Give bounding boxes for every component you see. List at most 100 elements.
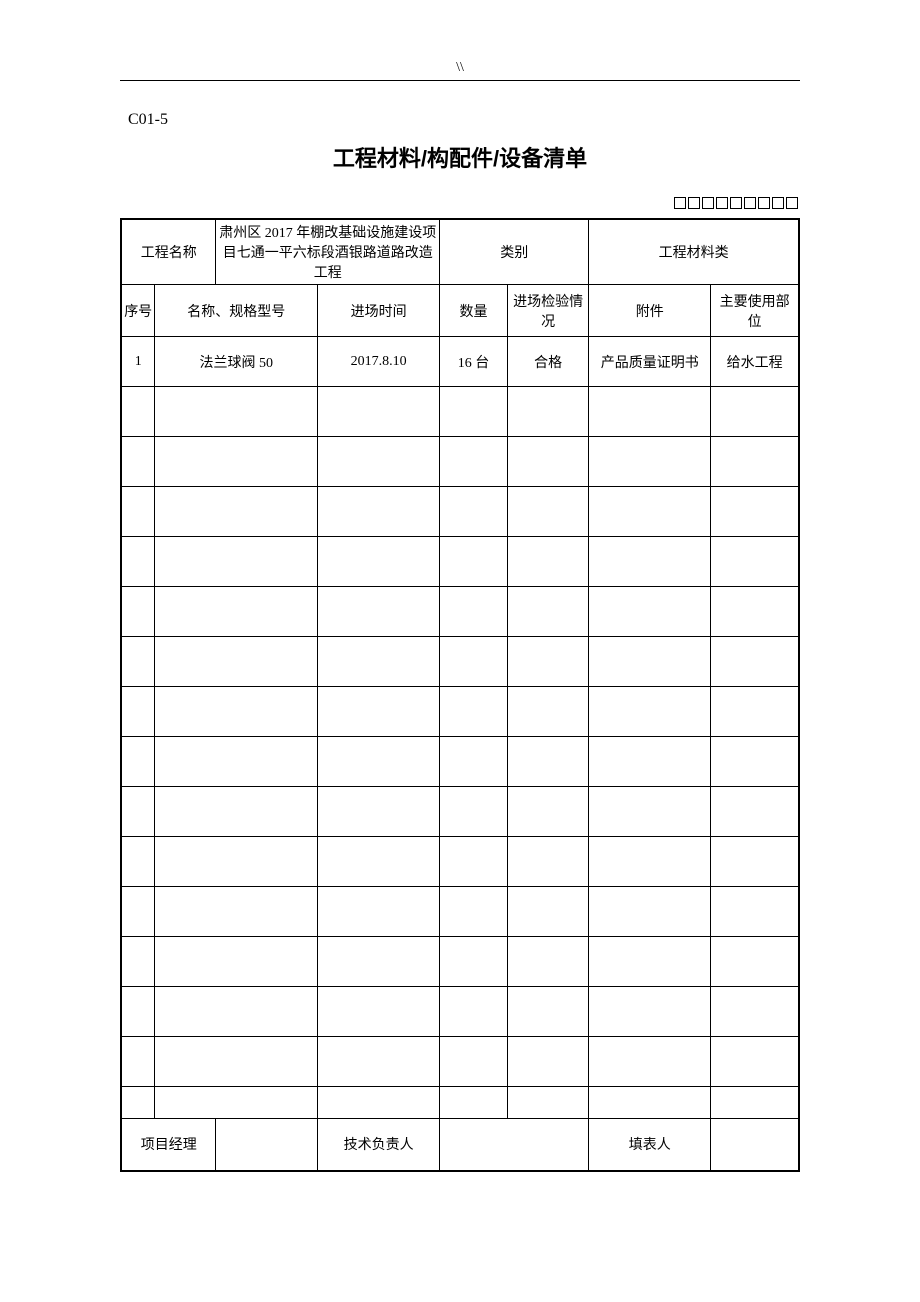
cell-empty xyxy=(318,937,440,987)
cell-empty xyxy=(711,937,799,987)
cell-empty xyxy=(121,587,155,637)
cell-empty xyxy=(318,437,440,487)
cell-empty xyxy=(440,587,508,637)
table-row-empty xyxy=(121,587,799,637)
cell-empty xyxy=(507,687,588,737)
cell-attachment: 产品质量证明书 xyxy=(589,337,711,387)
cell-empty xyxy=(589,437,711,487)
checkbox-icon xyxy=(702,197,714,209)
cell-empty xyxy=(507,1087,588,1119)
cell-empty xyxy=(318,587,440,637)
footer-row: 项目经理 技术负责人 填表人 xyxy=(121,1119,799,1171)
cell-empty xyxy=(589,387,711,437)
cell-empty xyxy=(121,387,155,437)
cell-empty xyxy=(589,837,711,887)
cell-empty xyxy=(711,987,799,1037)
cell-empty xyxy=(121,737,155,787)
cell-empty xyxy=(589,1087,711,1119)
document-code: C01-5 xyxy=(128,111,800,129)
cell-empty xyxy=(440,787,508,837)
table-row-empty xyxy=(121,837,799,887)
cell-empty xyxy=(121,937,155,987)
pm-value xyxy=(216,1119,318,1171)
cell-empty xyxy=(589,587,711,637)
project-name-label: 工程名称 xyxy=(121,219,216,285)
cell-empty xyxy=(589,887,711,937)
cell-empty xyxy=(711,737,799,787)
cell-empty xyxy=(507,637,588,687)
cell-empty xyxy=(507,987,588,1037)
cell-empty xyxy=(507,587,588,637)
cell-entry-time: 2017.8.10 xyxy=(318,337,440,387)
col-entry-time: 进场时间 xyxy=(318,285,440,337)
cell-empty xyxy=(440,487,508,537)
cell-empty xyxy=(711,837,799,887)
cell-empty xyxy=(318,787,440,837)
col-inspection: 进场检验情况 xyxy=(507,285,588,337)
cell-empty xyxy=(507,887,588,937)
table-row-empty xyxy=(121,687,799,737)
cell-empty xyxy=(318,487,440,537)
cell-empty xyxy=(507,487,588,537)
cell-empty xyxy=(507,537,588,587)
cell-empty xyxy=(440,937,508,987)
cell-quantity: 16 台 xyxy=(440,337,508,387)
col-usage: 主要使用部位 xyxy=(711,285,799,337)
table-row-empty xyxy=(121,387,799,437)
cell-empty xyxy=(155,537,318,587)
tech-label: 技术负责人 xyxy=(318,1119,440,1171)
cell-empty xyxy=(507,937,588,987)
col-name-spec: 名称、规格型号 xyxy=(155,285,318,337)
cell-empty xyxy=(589,637,711,687)
cell-empty xyxy=(589,987,711,1037)
cell-empty xyxy=(440,637,508,687)
materials-table: 工程名称 肃州区 2017 年棚改基础设施建设项目七通一平六标段酒银路道路改造工… xyxy=(120,218,800,1172)
table-row-empty xyxy=(121,987,799,1037)
header-mark: \\ xyxy=(120,60,800,76)
cell-empty xyxy=(589,687,711,737)
cell-empty xyxy=(121,437,155,487)
cell-empty xyxy=(711,387,799,437)
cell-empty xyxy=(711,537,799,587)
table-row-empty xyxy=(121,1087,799,1119)
table-row-empty xyxy=(121,737,799,787)
cell-inspection: 合格 xyxy=(507,337,588,387)
cell-empty xyxy=(121,987,155,1037)
cell-empty xyxy=(711,1087,799,1119)
table-row-empty xyxy=(121,637,799,687)
checkbox-icon xyxy=(758,197,770,209)
checkbox-icon xyxy=(716,197,728,209)
cell-empty xyxy=(155,437,318,487)
cell-empty xyxy=(507,837,588,887)
cell-empty xyxy=(440,537,508,587)
cell-empty xyxy=(318,987,440,1037)
cell-empty xyxy=(121,537,155,587)
cell-empty xyxy=(440,837,508,887)
project-name-value: 肃州区 2017 年棚改基础设施建设项目七通一平六标段酒银路道路改造工程 xyxy=(216,219,440,285)
checkbox-icon xyxy=(688,197,700,209)
cell-empty xyxy=(589,1037,711,1087)
cell-empty xyxy=(318,1087,440,1119)
cell-empty xyxy=(121,1037,155,1087)
cell-empty xyxy=(318,637,440,687)
table-row-empty xyxy=(121,887,799,937)
pm-label: 项目经理 xyxy=(121,1119,216,1171)
cell-empty xyxy=(589,537,711,587)
checkbox-icon xyxy=(674,197,686,209)
cell-empty xyxy=(711,1037,799,1087)
tech-value xyxy=(440,1119,589,1171)
cell-empty xyxy=(589,487,711,537)
header-rule xyxy=(120,80,800,81)
checkbox-icon xyxy=(772,197,784,209)
col-attachment: 附件 xyxy=(589,285,711,337)
checkbox-icon xyxy=(744,197,756,209)
cell-empty xyxy=(440,1037,508,1087)
table-row-empty xyxy=(121,437,799,487)
cell-empty xyxy=(155,487,318,537)
cell-empty xyxy=(155,687,318,737)
cell-seq: 1 xyxy=(121,337,155,387)
cell-empty xyxy=(318,537,440,587)
cell-empty xyxy=(121,787,155,837)
cell-empty xyxy=(318,887,440,937)
document-title: 工程材料/构配件/设备清单 xyxy=(120,141,800,173)
